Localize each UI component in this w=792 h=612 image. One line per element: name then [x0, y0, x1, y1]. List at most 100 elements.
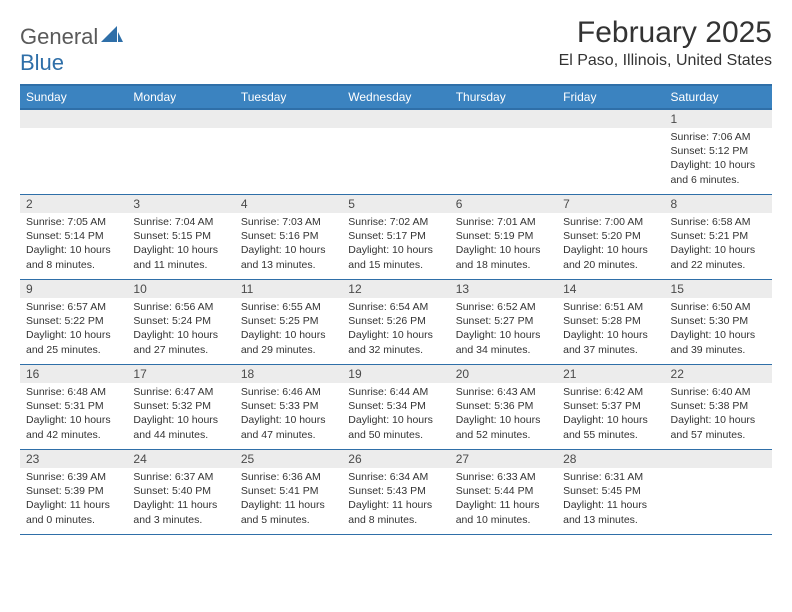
- day-cell: 15Sunrise: 6:50 AMSunset: 5:30 PMDayligh…: [665, 280, 772, 364]
- calendar-page: General Blue February 2025 El Paso, Illi…: [0, 0, 792, 551]
- week-row: 1Sunrise: 7:06 AMSunset: 5:12 PMDaylight…: [20, 110, 772, 195]
- detail-line: Sunset: 5:22 PM: [26, 314, 121, 328]
- day-details: Sunrise: 6:48 AMSunset: 5:31 PMDaylight:…: [20, 383, 127, 446]
- detail-line: Daylight: 10 hours and 37 minutes.: [563, 328, 658, 356]
- day-cell: 18Sunrise: 6:46 AMSunset: 5:33 PMDayligh…: [235, 365, 342, 449]
- day-details: Sunrise: 7:06 AMSunset: 5:12 PMDaylight:…: [665, 128, 772, 191]
- day-cell: 22Sunrise: 6:40 AMSunset: 5:38 PMDayligh…: [665, 365, 772, 449]
- detail-line: Sunrise: 6:51 AM: [563, 300, 658, 314]
- week-row: 9Sunrise: 6:57 AMSunset: 5:22 PMDaylight…: [20, 280, 772, 365]
- day-cell: 27Sunrise: 6:33 AMSunset: 5:44 PMDayligh…: [450, 450, 557, 534]
- day-details: Sunrise: 6:42 AMSunset: 5:37 PMDaylight:…: [557, 383, 664, 446]
- detail-line: Sunrise: 6:55 AM: [241, 300, 336, 314]
- detail-line: Daylight: 10 hours and 11 minutes.: [133, 243, 228, 271]
- day-header-tue: Tuesday: [235, 86, 342, 108]
- date-number: 3: [127, 195, 234, 213]
- detail-line: Sunset: 5:17 PM: [348, 229, 443, 243]
- date-number: 15: [665, 280, 772, 298]
- date-number: 27: [450, 450, 557, 468]
- date-number: 16: [20, 365, 127, 383]
- detail-line: Sunrise: 6:31 AM: [563, 470, 658, 484]
- empty-date: [450, 110, 557, 128]
- detail-line: Daylight: 10 hours and 20 minutes.: [563, 243, 658, 271]
- detail-line: Daylight: 11 hours and 0 minutes.: [26, 498, 121, 526]
- date-number: 8: [665, 195, 772, 213]
- detail-line: Daylight: 10 hours and 39 minutes.: [671, 328, 766, 356]
- day-details: Sunrise: 6:58 AMSunset: 5:21 PMDaylight:…: [665, 213, 772, 276]
- detail-line: Sunrise: 6:57 AM: [26, 300, 121, 314]
- day-cell: 12Sunrise: 6:54 AMSunset: 5:26 PMDayligh…: [342, 280, 449, 364]
- date-number: 17: [127, 365, 234, 383]
- detail-line: Daylight: 10 hours and 47 minutes.: [241, 413, 336, 441]
- detail-line: Sunrise: 7:04 AM: [133, 215, 228, 229]
- detail-line: Sunset: 5:40 PM: [133, 484, 228, 498]
- day-details: Sunrise: 6:39 AMSunset: 5:39 PMDaylight:…: [20, 468, 127, 531]
- detail-line: Sunset: 5:31 PM: [26, 399, 121, 413]
- day-cell: 5 Sunrise: 7:02 AMSunset: 5:17 PMDaylight…: [342, 195, 449, 279]
- week-row: 23Sunrise: 6:39 AMSunset: 5:39 PMDayligh…: [20, 450, 772, 535]
- day-details: Sunrise: 7:05 AMSunset: 5:14 PMDaylight:…: [20, 213, 127, 276]
- date-number: 11: [235, 280, 342, 298]
- day-cell: 1Sunrise: 7:06 AMSunset: 5:12 PMDaylight…: [665, 110, 772, 194]
- detail-line: Daylight: 11 hours and 5 minutes.: [241, 498, 336, 526]
- detail-line: Sunset: 5:12 PM: [671, 144, 766, 158]
- date-number: 18: [235, 365, 342, 383]
- day-cell: 21Sunrise: 6:42 AMSunset: 5:37 PMDayligh…: [557, 365, 664, 449]
- day-cell: [557, 110, 664, 194]
- date-number: 23: [20, 450, 127, 468]
- detail-line: Daylight: 10 hours and 27 minutes.: [133, 328, 228, 356]
- day-cell: 20Sunrise: 6:43 AMSunset: 5:36 PMDayligh…: [450, 365, 557, 449]
- detail-line: Sunrise: 6:54 AM: [348, 300, 443, 314]
- detail-line: Sunset: 5:14 PM: [26, 229, 121, 243]
- detail-line: Sunrise: 7:06 AM: [671, 130, 766, 144]
- day-cell: 23Sunrise: 6:39 AMSunset: 5:39 PMDayligh…: [20, 450, 127, 534]
- date-number: 5: [342, 195, 449, 213]
- day-details: Sunrise: 6:37 AMSunset: 5:40 PMDaylight:…: [127, 468, 234, 531]
- day-cell: 17Sunrise: 6:47 AMSunset: 5:32 PMDayligh…: [127, 365, 234, 449]
- detail-line: Sunrise: 6:44 AM: [348, 385, 443, 399]
- date-number: 14: [557, 280, 664, 298]
- day-cell: 8Sunrise: 6:58 AMSunset: 5:21 PMDaylight…: [665, 195, 772, 279]
- detail-line: Sunrise: 6:40 AM: [671, 385, 766, 399]
- date-number: 28: [557, 450, 664, 468]
- detail-line: Daylight: 11 hours and 8 minutes.: [348, 498, 443, 526]
- detail-line: Daylight: 10 hours and 6 minutes.: [671, 158, 766, 186]
- detail-line: Sunrise: 6:47 AM: [133, 385, 228, 399]
- week-row: 16Sunrise: 6:48 AMSunset: 5:31 PMDayligh…: [20, 365, 772, 450]
- detail-line: Daylight: 10 hours and 55 minutes.: [563, 413, 658, 441]
- detail-line: Sunrise: 7:02 AM: [348, 215, 443, 229]
- detail-line: Daylight: 10 hours and 50 minutes.: [348, 413, 443, 441]
- detail-line: Sunset: 5:21 PM: [671, 229, 766, 243]
- detail-line: Sunrise: 6:36 AM: [241, 470, 336, 484]
- day-details: Sunrise: 7:01 AMSunset: 5:19 PMDaylight:…: [450, 213, 557, 276]
- day-cell: 24Sunrise: 6:37 AMSunset: 5:40 PMDayligh…: [127, 450, 234, 534]
- day-cell: 26Sunrise: 6:34 AMSunset: 5:43 PMDayligh…: [342, 450, 449, 534]
- day-cell: [20, 110, 127, 194]
- day-details: Sunrise: 6:46 AMSunset: 5:33 PMDaylight:…: [235, 383, 342, 446]
- logo-word2: Blue: [20, 50, 64, 75]
- day-details: Sunrise: 6:44 AMSunset: 5:34 PMDaylight:…: [342, 383, 449, 446]
- day-cell: 25Sunrise: 6:36 AMSunset: 5:41 PMDayligh…: [235, 450, 342, 534]
- detail-line: Sunrise: 6:39 AM: [26, 470, 121, 484]
- detail-line: Daylight: 10 hours and 15 minutes.: [348, 243, 443, 271]
- detail-line: Sunset: 5:20 PM: [563, 229, 658, 243]
- detail-line: Sunset: 5:19 PM: [456, 229, 551, 243]
- day-details: Sunrise: 6:31 AMSunset: 5:45 PMDaylight:…: [557, 468, 664, 531]
- calendar-grid: Sunday Monday Tuesday Wednesday Thursday…: [20, 84, 772, 535]
- day-cell: 7Sunrise: 7:00 AMSunset: 5:20 PMDaylight…: [557, 195, 664, 279]
- day-cell: [235, 110, 342, 194]
- day-cell: [450, 110, 557, 194]
- day-header-thu: Thursday: [450, 86, 557, 108]
- day-cell: 9Sunrise: 6:57 AMSunset: 5:22 PMDaylight…: [20, 280, 127, 364]
- weeks-container: 1Sunrise: 7:06 AMSunset: 5:12 PMDaylight…: [20, 110, 772, 535]
- detail-line: Sunrise: 7:01 AM: [456, 215, 551, 229]
- title-block: February 2025 El Paso, Illinois, United …: [559, 16, 772, 70]
- sail-icon: [101, 26, 123, 44]
- detail-line: Sunrise: 6:34 AM: [348, 470, 443, 484]
- date-number: 4: [235, 195, 342, 213]
- detail-line: Sunset: 5:16 PM: [241, 229, 336, 243]
- day-cell: 14Sunrise: 6:51 AMSunset: 5:28 PMDayligh…: [557, 280, 664, 364]
- detail-line: Sunrise: 6:52 AM: [456, 300, 551, 314]
- detail-line: Daylight: 10 hours and 29 minutes.: [241, 328, 336, 356]
- detail-line: Sunset: 5:38 PM: [671, 399, 766, 413]
